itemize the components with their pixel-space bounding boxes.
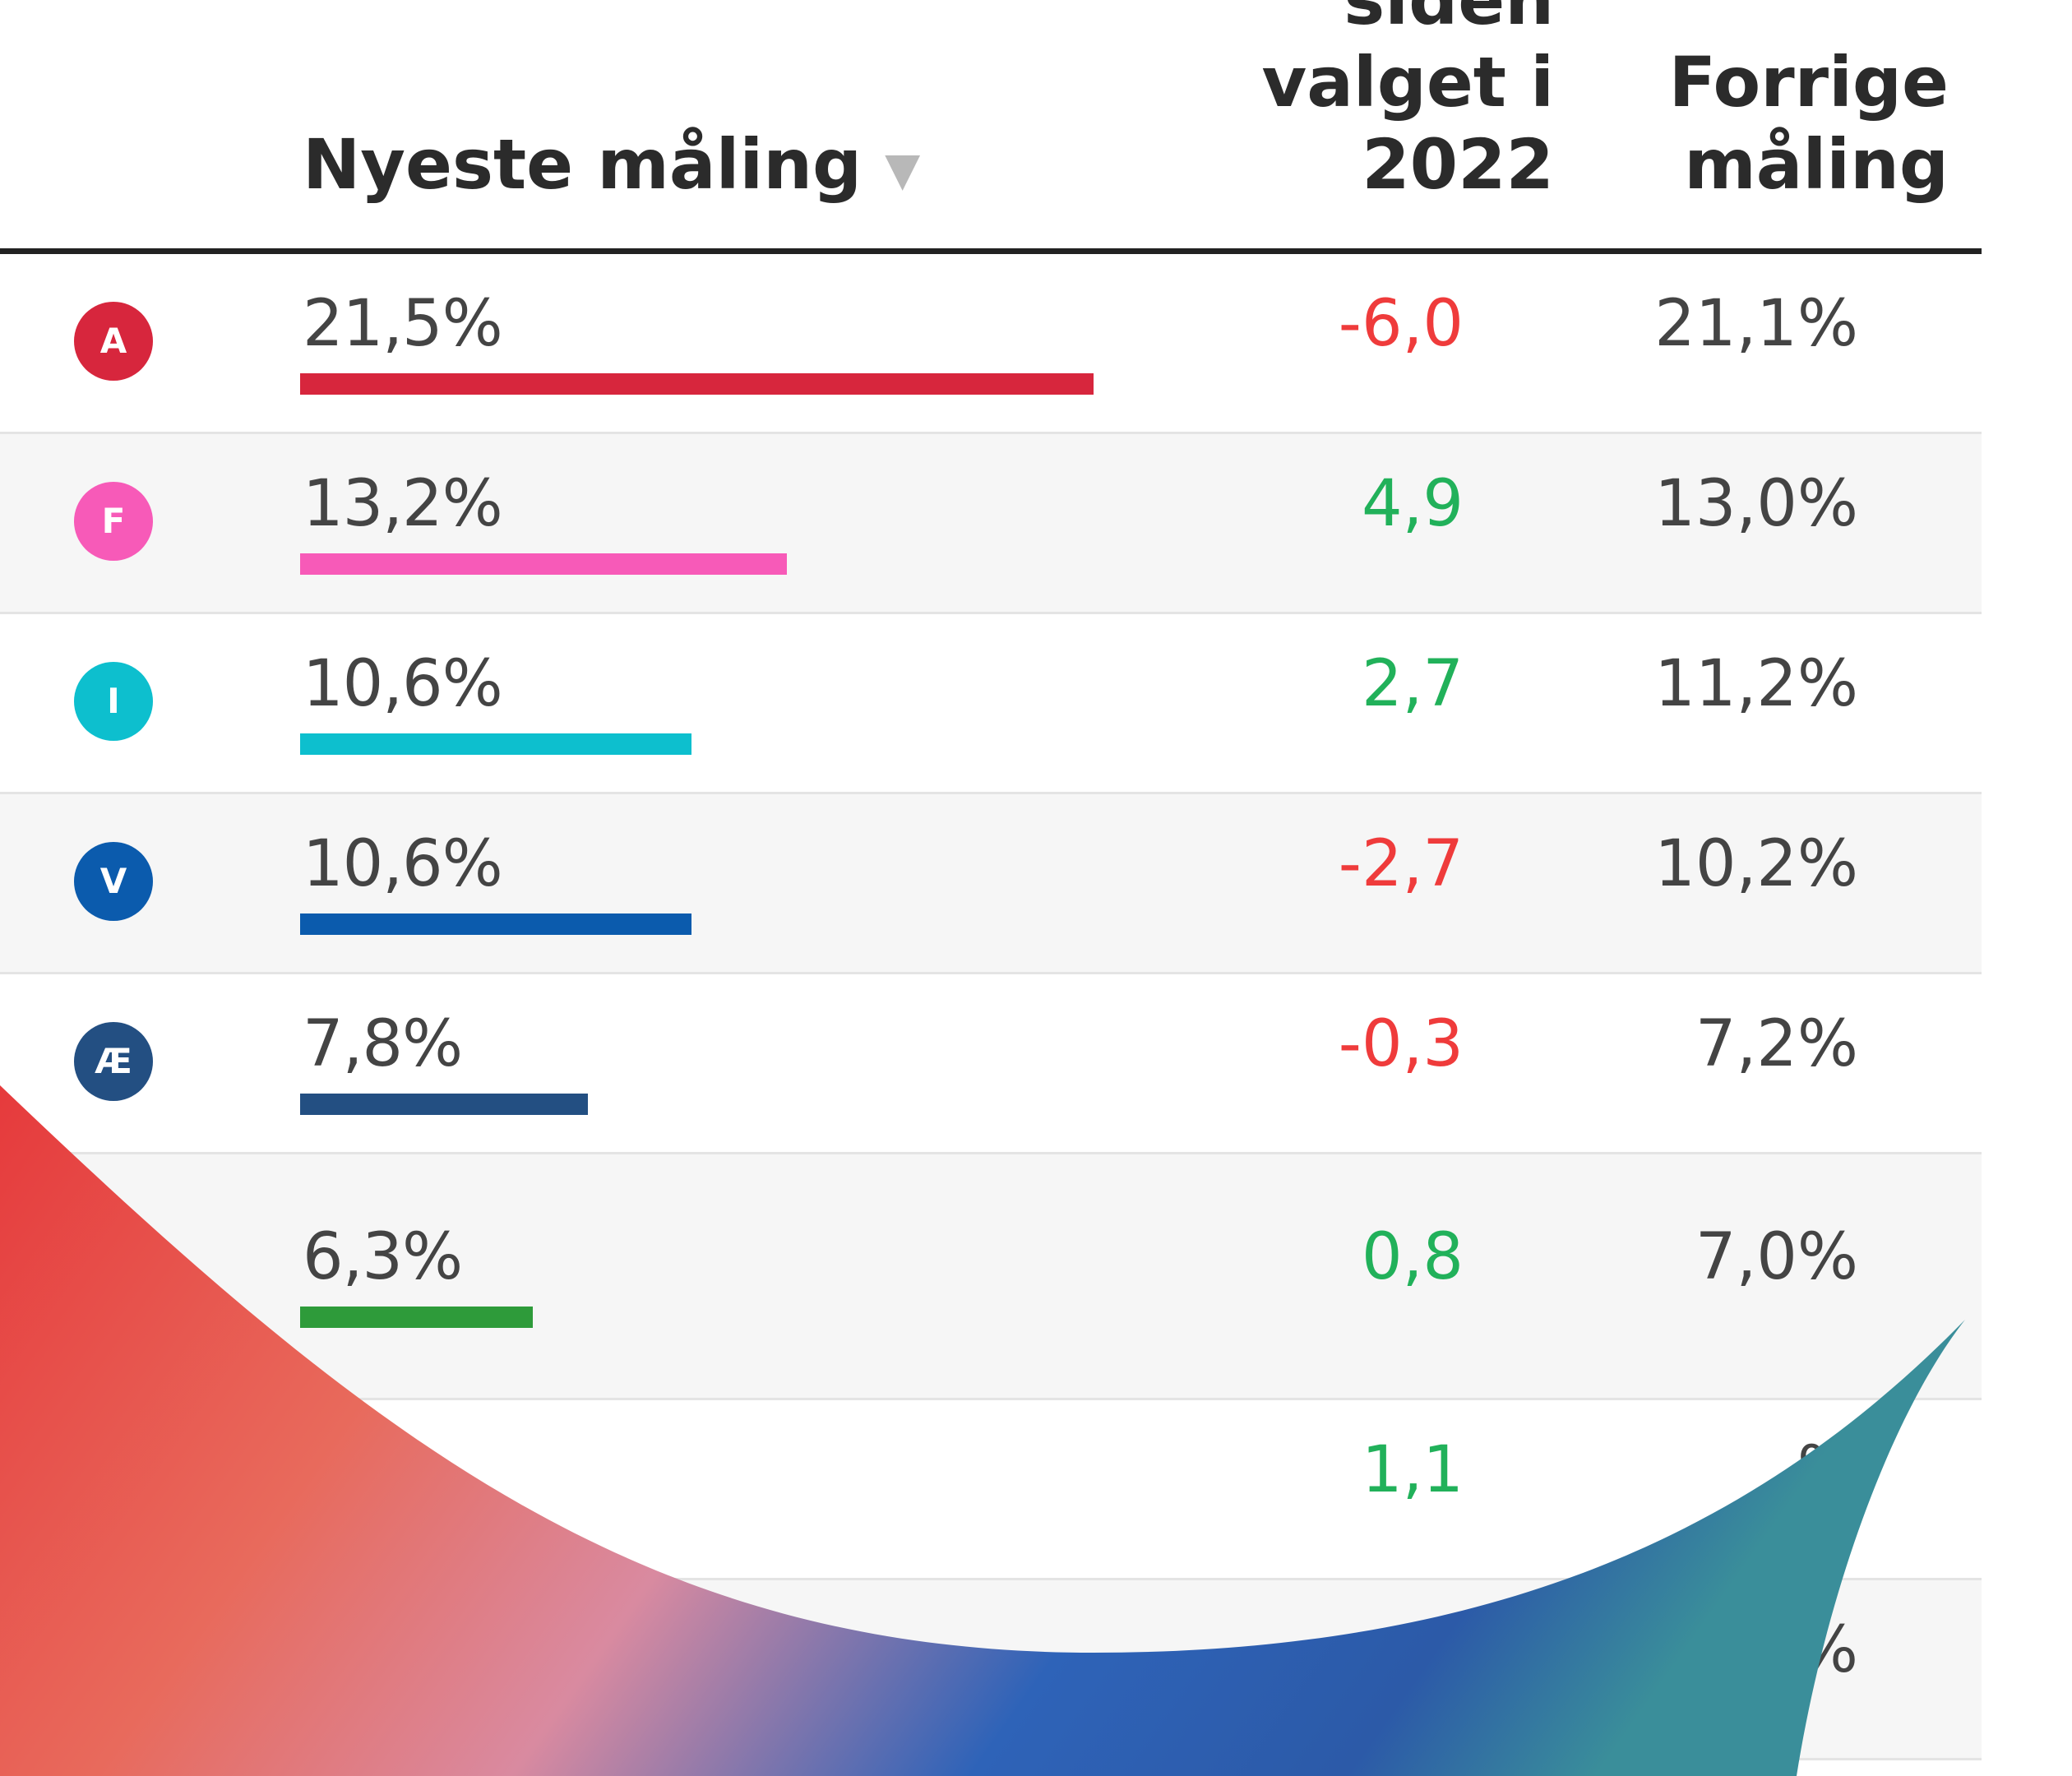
previous-value: % [1797,1433,1858,1507]
latest-value: 10,6% [303,827,503,901]
column-header-change-line: valget i [1261,42,1554,123]
table-row: F 13,2% 4,9 13,0% [0,434,1982,614]
change-value: -6,0 [1338,287,1464,361]
column-header-change[interactable]: siden valget i 2022 [1261,0,1554,206]
party-badge: A [74,302,153,381]
table-row: ,9% [0,1580,1982,1760]
latest-value: 13,2% [303,467,503,541]
latest-value: 7,8% [303,1007,463,1081]
latest-bar [300,913,691,935]
latest-bar [300,1307,533,1328]
previous-value: ,9% [1736,1613,1858,1687]
column-header-previous[interactable]: Forrige måling [1669,41,1949,206]
latest-bar [300,373,1094,395]
table-body: A 21,5% -6,0 21,1% F 13,2% 4,9 13,0% I 10,6% 2,7 11… [0,254,1982,1760]
change-value: 2,7 [1361,647,1464,721]
party-badge: V [74,842,153,921]
column-header-previous-line: måling [1684,124,1949,205]
latest-value: % [303,1433,363,1507]
previous-value: 13,0% [1654,467,1858,541]
column-header-latest-label: Nyeste måling [303,124,863,205]
previous-value: 21,1% [1654,287,1858,361]
column-header-previous-line: Forrige [1668,42,1949,123]
table-row: Æ 7,8% -0,3 7,2% [0,974,1982,1154]
previous-value: 10,2% [1654,827,1858,901]
change-value: 1,1 [1361,1433,1464,1507]
column-header-change-line: siden [1344,0,1554,40]
header-rule [0,248,1982,254]
previous-value: 7,0% [1695,1220,1858,1294]
table-row: A 21,5% -6,0 21,1% [0,254,1982,434]
latest-value: 6,3% [303,1220,463,1294]
party-badge: F [74,482,153,561]
table-row: % 1,1% [0,1400,1982,1580]
party-badge: I [74,662,153,741]
party-badge: Æ [74,1022,153,1101]
latest-value: 10,6% [303,647,503,721]
column-header-change-line: 2022 [1362,124,1554,205]
sort-down-icon[interactable]: ▼ [885,143,921,197]
latest-bar [300,733,691,755]
change-value: -2,7 [1338,827,1464,901]
previous-value: 11,2% [1654,647,1858,721]
change-value: 0,8 [1361,1220,1464,1294]
change-value: 4,9 [1361,467,1464,541]
table-row: I 10,6% 2,7 11,2% [0,614,1982,794]
previous-value: 7,2% [1695,1007,1858,1081]
table-row: V 10,6% -2,7 10,2% [0,794,1982,974]
table-row: 6,3% 0,8 7,0% [0,1154,1982,1400]
latest-bar [300,1094,588,1115]
column-header-latest[interactable]: Nyeste måling ▼ [303,123,920,211]
change-value: -0,3 [1338,1007,1464,1081]
latest-value: 21,5% [303,287,503,361]
latest-bar [300,553,787,575]
